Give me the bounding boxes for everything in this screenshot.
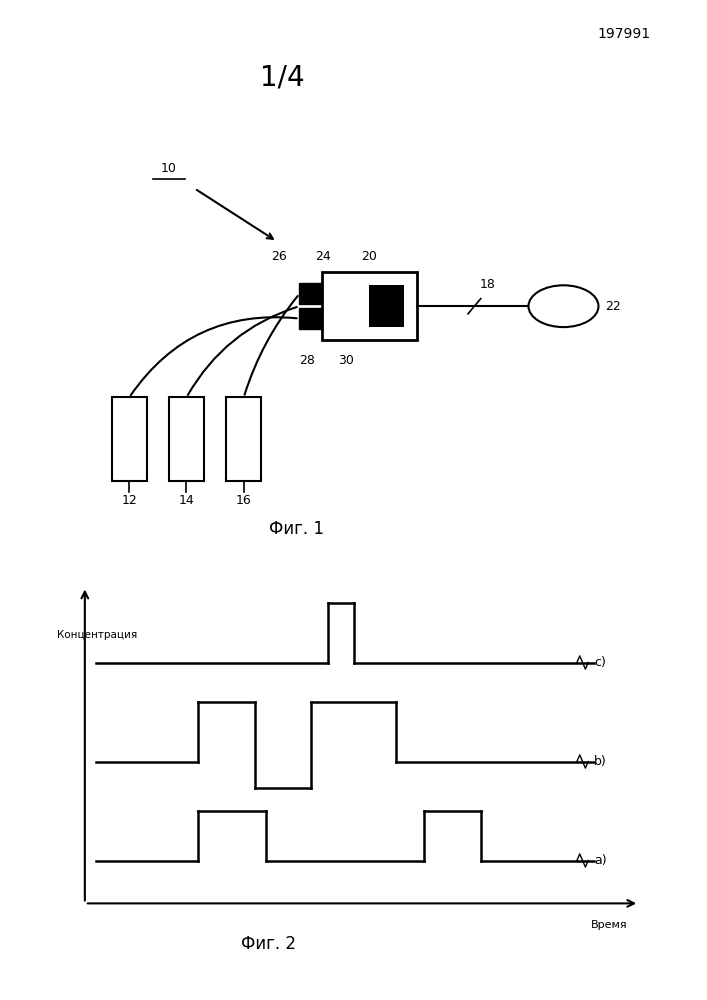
Bar xyxy=(370,285,404,327)
Bar xyxy=(300,308,322,329)
Bar xyxy=(169,397,204,481)
Bar xyxy=(322,272,417,340)
Bar xyxy=(112,397,147,481)
Text: 28: 28 xyxy=(300,354,315,367)
Text: a): a) xyxy=(594,854,607,867)
Text: Фиг. 2: Фиг. 2 xyxy=(241,935,296,953)
Text: 18: 18 xyxy=(479,278,495,291)
Bar xyxy=(300,283,322,304)
Text: Концентрация: Концентрация xyxy=(57,630,137,640)
Text: 197991: 197991 xyxy=(597,27,650,41)
Bar xyxy=(226,397,262,481)
Text: 22: 22 xyxy=(605,300,621,313)
Text: 16: 16 xyxy=(236,494,252,507)
Text: c): c) xyxy=(594,656,606,669)
Text: 26: 26 xyxy=(271,249,286,262)
Circle shape xyxy=(529,285,599,327)
Text: 1/4: 1/4 xyxy=(260,63,305,91)
Text: 10: 10 xyxy=(161,162,177,175)
Text: 20: 20 xyxy=(361,249,378,262)
Text: Время: Время xyxy=(591,920,628,930)
Text: 12: 12 xyxy=(122,494,137,507)
Text: b): b) xyxy=(594,755,607,768)
Text: 24: 24 xyxy=(315,249,331,262)
Text: 14: 14 xyxy=(179,494,194,507)
Text: 30: 30 xyxy=(338,354,354,367)
Text: Фиг. 1: Фиг. 1 xyxy=(269,520,325,538)
